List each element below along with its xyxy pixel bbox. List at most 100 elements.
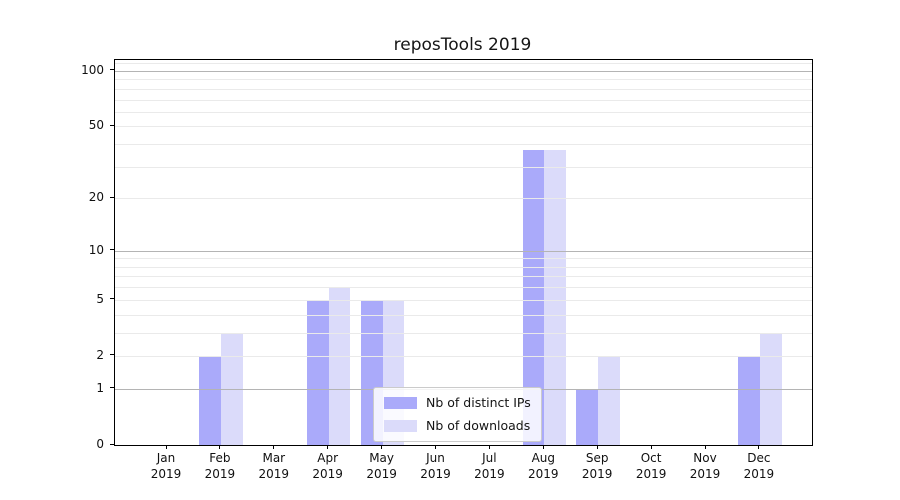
bar-sep-downloads	[598, 355, 620, 445]
xtick-year-mar: 2019	[258, 467, 290, 481]
minor-gridline-6	[115, 287, 812, 289]
xtick-mark-mar	[273, 445, 275, 449]
xtick-month-feb: Feb	[209, 451, 231, 465]
minor-gridline-8	[115, 266, 812, 268]
xtick-mark-nov	[704, 445, 706, 449]
xtick-label-nov: Nov 2019	[677, 450, 733, 482]
xtick-label-dec: Dec 2019	[731, 450, 787, 482]
ytick-mark-20	[110, 196, 114, 198]
minor-gridline-110	[115, 63, 812, 65]
xtick-month-may: May	[369, 451, 394, 465]
xtick-year-jun: 2019	[420, 467, 451, 481]
xtick-label-feb: Feb 2019	[192, 450, 248, 482]
xtick-month-aug: Aug	[531, 451, 556, 465]
minor-gridline-5	[115, 299, 812, 301]
xtick-year-jul: 2019	[474, 467, 505, 481]
xtick-mark-feb	[219, 445, 221, 449]
xtick-month-oct: Oct	[640, 451, 662, 465]
xtick-mark-jan	[165, 445, 167, 449]
xtick-mark-dec	[758, 445, 760, 449]
ytick-mark-10	[110, 249, 114, 251]
ytick-mark-1	[110, 387, 114, 389]
xtick-year-feb: 2019	[204, 467, 236, 481]
minor-gridline-50	[115, 126, 812, 128]
bar-aug-distinct-ips	[522, 150, 545, 445]
xtick-month-nov: Nov	[693, 451, 717, 465]
xtick-year-apr: 2019	[312, 467, 343, 481]
ytick-label-0: 0	[96, 437, 104, 451]
minor-gridline-9	[115, 258, 812, 260]
ytick-mark-100	[110, 69, 114, 71]
major-gridline-100	[115, 70, 812, 72]
legend: Nb of distinct IPs Nb of downloads	[373, 387, 542, 442]
bar-sep-distinct-ips	[576, 388, 599, 445]
minor-gridline-4	[115, 314, 812, 316]
ytick-mark-50	[110, 124, 114, 126]
xtick-label-jun: Jun 2019	[408, 450, 464, 482]
bar-aug-downloads	[544, 150, 567, 445]
xtick-year-aug: 2019	[528, 467, 559, 481]
xtick-year-nov: 2019	[689, 467, 721, 481]
minor-gridline-3	[115, 332, 812, 334]
legend-row-downloads: Nb of downloads	[384, 418, 531, 433]
xtick-label-aug: Aug 2019	[515, 450, 571, 482]
xtick-mark-aug	[542, 445, 544, 449]
xtick-label-mar: Mar 2019	[246, 450, 302, 482]
xtick-label-may: May 2019	[354, 450, 410, 482]
ytick-label-2: 2	[96, 347, 104, 362]
xtick-label-oct: Oct 2019	[623, 450, 679, 482]
legend-label-distinct-ips: Nb of distinct IPs	[426, 395, 531, 410]
ytick-mark-5	[110, 298, 114, 300]
xtick-year-sep: 2019	[581, 467, 613, 481]
ytick-label-10: 10	[88, 242, 104, 257]
ytick-label-1: 1	[96, 380, 104, 395]
xtick-mark-jun	[435, 445, 436, 449]
xtick-month-dec: Dec	[747, 451, 771, 465]
xtick-label-sep: Sep 2019	[569, 450, 625, 482]
xtick-label-apr: Apr 2019	[300, 450, 356, 482]
xtick-mark-apr	[327, 445, 329, 449]
xtick-month-jan: Jan	[156, 451, 176, 465]
chart-title: reposTools 2019	[393, 35, 532, 55]
xtick-mark-jul	[488, 445, 490, 449]
xtick-year-jan: 2019	[150, 467, 182, 481]
xtick-month-jun: Jun	[426, 451, 445, 465]
minor-gridline-7	[115, 276, 812, 278]
xtick-label-jul: Jul 2019	[461, 450, 517, 482]
ytick-mark-2	[110, 354, 114, 356]
xtick-month-apr: Apr	[317, 451, 339, 465]
bar-dec-downloads	[759, 332, 782, 445]
bar-apr-distinct-ips	[306, 299, 329, 445]
major-gridline-10	[115, 250, 812, 252]
bar-feb-distinct-ips	[199, 355, 221, 445]
ytick-label-20: 20	[88, 190, 104, 205]
xtick-month-sep: Sep	[585, 451, 609, 465]
minor-gridline-90	[115, 79, 812, 81]
xtick-mark-oct	[650, 445, 652, 449]
ytick-label-5: 5	[96, 291, 104, 306]
legend-label-downloads: Nb of downloads	[426, 418, 531, 433]
ytick-label-100: 100	[81, 62, 104, 77]
minor-gridline-30	[115, 166, 812, 168]
xtick-month-jul: Jul	[482, 451, 497, 465]
plot-area: Nb of distinct IPs Nb of downloads	[114, 59, 813, 446]
ytick-mark-0	[110, 443, 114, 445]
bar-apr-downloads	[328, 287, 351, 445]
legend-row-distinct-ips: Nb of distinct IPs	[384, 395, 531, 410]
legend-patch-distinct-ips	[384, 396, 417, 409]
xtick-year-oct: 2019	[635, 467, 667, 481]
minor-gridline-80	[115, 88, 812, 90]
bar-feb-downloads	[220, 332, 243, 445]
xtick-label-jan: Jan 2019	[138, 450, 194, 482]
minor-gridline-20	[115, 198, 812, 200]
minor-gridline-40	[115, 144, 812, 146]
minor-gridline-60	[115, 111, 812, 113]
xtick-mark-sep	[596, 445, 598, 449]
xtick-year-may: 2019	[366, 467, 397, 481]
bar-dec-distinct-ips	[738, 355, 760, 445]
ytick-label-50: 50	[88, 118, 104, 133]
xtick-month-mar: Mar	[262, 451, 286, 465]
minor-gridline-70	[115, 99, 812, 101]
legend-patch-downloads	[384, 419, 417, 432]
xtick-mark-may	[381, 445, 383, 449]
